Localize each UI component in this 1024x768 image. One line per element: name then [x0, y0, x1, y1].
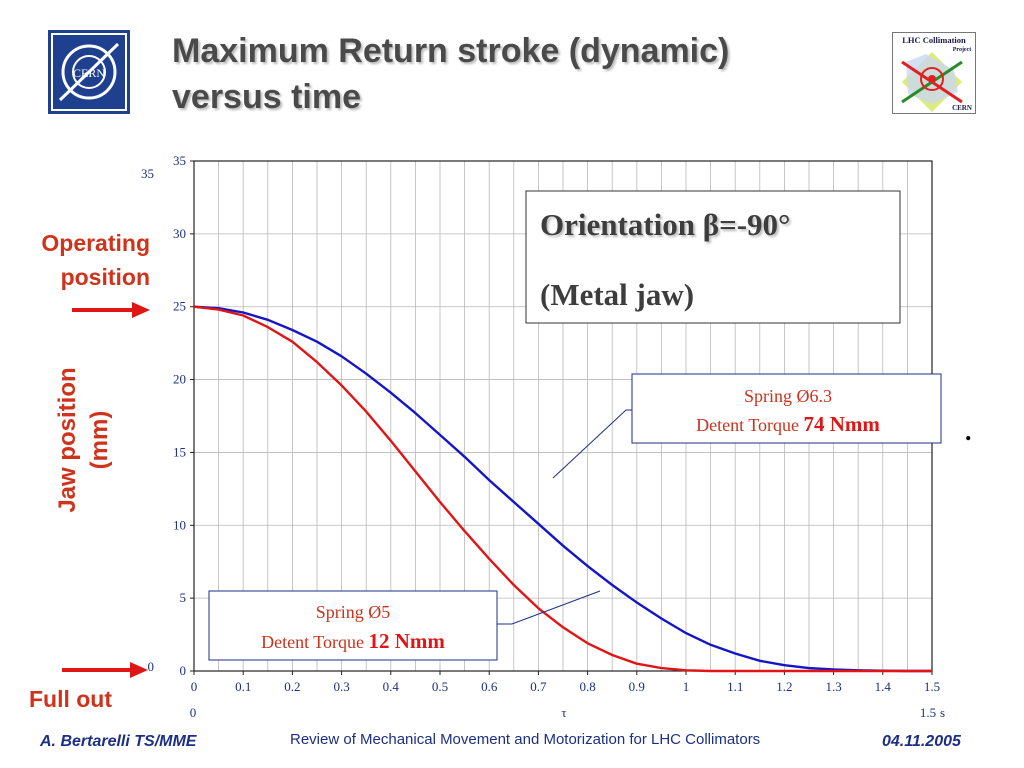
x-tick-label: 1: [683, 679, 690, 694]
lhc-logo-line-3: CERN: [952, 104, 972, 112]
x-corner-right-label: 1.5: [920, 705, 936, 720]
full-out-arrow: [62, 662, 148, 678]
operating-position-line-1: Operating: [41, 230, 150, 256]
x-tick-label: 1.3: [825, 679, 841, 694]
y-tick-label: 5: [180, 590, 187, 605]
y-corner-bottom-label: 0: [148, 659, 155, 674]
slide-title-line-1: Maximum Return stroke (dynamic): [172, 32, 730, 70]
cern-logo: CERN: [48, 30, 130, 114]
operating-position-label: Operating position: [0, 226, 150, 294]
blue-callout-torque-prefix: Detent Torque: [696, 415, 803, 435]
x-tick-label: 0.8: [579, 679, 595, 694]
orientation-annotation: Orientation β=-90° (Metal jaw): [525, 190, 901, 324]
chart-series: [193, 305, 932, 673]
lhc-logo-line-1: LHC Collimation: [902, 35, 966, 45]
y-tick-label: 20: [173, 372, 186, 387]
slide-title-line-2: versus time: [172, 78, 361, 116]
orientation-line-2: (Metal jaw): [540, 277, 694, 312]
stray-mark: .: [965, 417, 972, 446]
operating-position-arrow: [72, 302, 150, 318]
x-axis-title: τ: [561, 705, 566, 720]
x-tick-label: 1.2: [776, 679, 792, 694]
blue-series-callout: Spring Ø6.3 Detent Torque 74 Nmm: [552, 373, 942, 479]
y-tick-label: 10: [173, 517, 186, 532]
red-callout-spring: Spring Ø5: [316, 602, 391, 622]
cern-logo-text: CERN: [73, 66, 105, 80]
x-unit-label: s: [940, 705, 945, 720]
footer-author: A. Bertarelli TS/MME: [40, 733, 197, 750]
x-tick-label: 0.1: [235, 679, 251, 694]
x-tick-label: 0.4: [383, 679, 400, 694]
x-tick-label: 0.9: [629, 679, 645, 694]
blue-callout-spring: Spring Ø6.3: [744, 386, 832, 406]
x-tick-label: 0.3: [333, 679, 349, 694]
red-callout-torque: Detent Torque 12 Nmm: [261, 629, 445, 653]
series-line-red: [193, 305, 932, 673]
footer-talk-title: Review of Mechanical Movement and Motori…: [290, 731, 761, 748]
y-corner-top-label: 35: [141, 166, 154, 181]
operating-position-line-2: position: [60, 264, 150, 290]
full-out-label: Full out: [28, 686, 112, 712]
x-tick-label: 1.5: [924, 679, 940, 694]
series-line-blue: [193, 305, 932, 673]
red-callout-torque-value: 12 Nmm: [368, 629, 445, 653]
x-tick-label: 0: [191, 679, 198, 694]
lhc-logo-line-2: Project: [953, 47, 972, 53]
y-tick-label: 35: [173, 153, 186, 168]
footer-date: 04.11.2005: [882, 733, 961, 750]
red-series-callout: Spring Ø5 Detent Torque 12 Nmm: [208, 590, 601, 661]
x-tick-label: 0.2: [284, 679, 300, 694]
x-tick-label: 1.4: [875, 679, 892, 694]
orientation-line-1: Orientation β=-90°: [540, 207, 790, 242]
blue-callout-torque: Detent Torque 74 Nmm: [696, 412, 880, 436]
x-tick-label: 0.7: [530, 679, 547, 694]
x-tick-label: 0.6: [481, 679, 498, 694]
lhc-collimation-logo: LHC Collimation Project CERN: [892, 32, 976, 114]
slide-title: Maximum Return stroke (dynamic) versus t…: [172, 28, 872, 120]
y-tick-label: 25: [173, 299, 186, 314]
y-tick-label: 15: [173, 444, 186, 459]
x-corner-left-label: 0: [190, 705, 197, 720]
y-tick-label: 0: [180, 663, 187, 678]
y-tick-label: 30: [173, 226, 186, 241]
blue-callout-torque-value: 74 Nmm: [803, 412, 880, 436]
x-tick-label: 1.1: [727, 679, 743, 694]
red-callout-torque-prefix: Detent Torque: [261, 632, 368, 652]
x-tick-label: 0.5: [432, 679, 448, 694]
